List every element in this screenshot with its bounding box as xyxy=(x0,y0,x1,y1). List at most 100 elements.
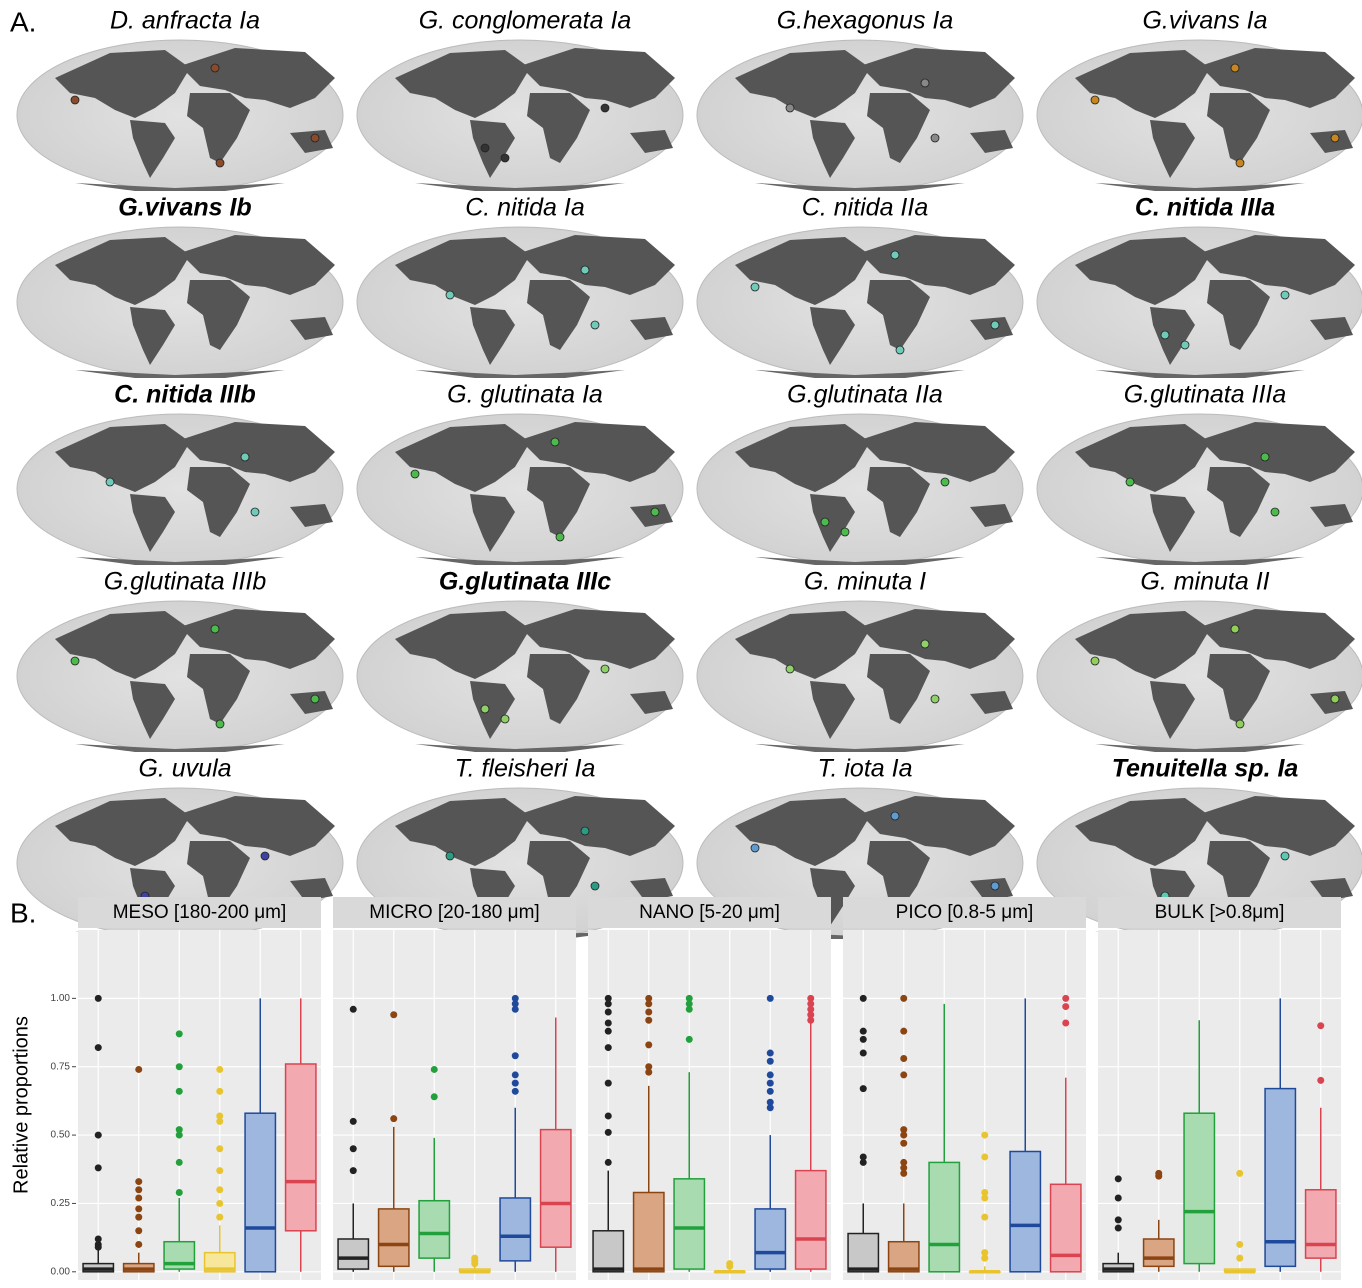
outlier xyxy=(981,1255,988,1262)
world-map xyxy=(1037,227,1362,378)
outlier xyxy=(605,1009,612,1016)
outlier xyxy=(767,1088,774,1095)
outlier xyxy=(605,1129,612,1136)
outlier xyxy=(1236,1170,1243,1177)
map-marker xyxy=(1331,134,1339,142)
outlier xyxy=(767,1104,774,1111)
figure: A. B. D. anfracta IaG. conglomerata IaG.… xyxy=(0,0,1362,1283)
box xyxy=(245,1113,275,1272)
outlier xyxy=(350,1118,357,1125)
map-marker xyxy=(751,844,759,852)
box xyxy=(1144,1239,1174,1266)
outlier xyxy=(1115,1225,1122,1232)
outlier xyxy=(216,1200,223,1207)
map-marker xyxy=(71,657,79,665)
outlier xyxy=(135,1214,142,1221)
map-marker xyxy=(501,715,509,723)
outlier xyxy=(686,1006,693,1013)
outlier xyxy=(216,1214,223,1221)
box xyxy=(1306,1190,1336,1258)
outlier xyxy=(1115,1216,1122,1223)
outlier xyxy=(981,1153,988,1160)
map-marker xyxy=(481,144,489,152)
outlier xyxy=(350,1006,357,1013)
map-title: C. nitida IIIa xyxy=(1135,194,1275,222)
map-marker xyxy=(481,705,489,713)
map-marker xyxy=(1091,657,1099,665)
outlier xyxy=(981,1194,988,1201)
box xyxy=(419,1201,449,1258)
panel-label: B. xyxy=(10,897,36,928)
outlier xyxy=(645,1041,652,1048)
y-tick-label: 0.25 xyxy=(51,1198,71,1209)
map-marker xyxy=(1331,695,1339,703)
map-title: G.glutinata IIIc xyxy=(439,568,611,596)
map-marker xyxy=(1091,96,1099,104)
world-map xyxy=(357,414,683,565)
outlier xyxy=(135,1066,142,1073)
outlier xyxy=(860,1085,867,1092)
map-title: G.hexagonus Ia xyxy=(777,7,954,35)
map-marker xyxy=(931,134,939,142)
outlier xyxy=(1155,1173,1162,1180)
map-marker xyxy=(601,665,609,673)
outlier xyxy=(512,1088,519,1095)
outlier xyxy=(1236,1241,1243,1248)
outlier xyxy=(686,1036,693,1043)
outlier xyxy=(767,1071,774,1078)
outlier xyxy=(807,1017,814,1024)
map-marker xyxy=(501,154,509,162)
world-map xyxy=(357,40,683,191)
outlier xyxy=(216,1167,223,1174)
outlier xyxy=(176,1132,183,1139)
map-marker xyxy=(581,827,589,835)
outlier xyxy=(95,1044,102,1051)
map-marker xyxy=(446,852,454,860)
box xyxy=(1010,1151,1040,1271)
outlier xyxy=(981,1214,988,1221)
map-marker xyxy=(651,508,659,516)
outlier xyxy=(350,1145,357,1152)
world-map xyxy=(697,601,1023,752)
map-title: G. minuta I xyxy=(804,568,926,596)
outlier xyxy=(176,1189,183,1196)
outlier xyxy=(431,1066,438,1073)
map-marker xyxy=(991,321,999,329)
box xyxy=(286,1064,316,1231)
outlier xyxy=(605,1028,612,1035)
box xyxy=(755,1209,785,1269)
plot-panel xyxy=(588,930,831,1280)
map-title: Tenuitella sp. Ia xyxy=(1112,755,1299,783)
map-title: G.vivans Ib xyxy=(118,194,251,222)
y-tick-label: 0.00 xyxy=(51,1266,71,1277)
outlier xyxy=(135,1186,142,1193)
outlier xyxy=(135,1194,142,1201)
map-marker xyxy=(896,346,904,354)
map-marker xyxy=(1236,720,1244,728)
outlier xyxy=(1062,995,1069,1002)
outlier xyxy=(95,1164,102,1171)
box xyxy=(634,1193,664,1272)
map-marker xyxy=(551,438,559,446)
box xyxy=(674,1179,704,1269)
outlier xyxy=(605,1112,612,1119)
map-marker xyxy=(751,283,759,291)
outlier xyxy=(981,1132,988,1139)
outlier xyxy=(860,1159,867,1166)
map-marker xyxy=(841,528,849,536)
map-title: D. anfracta Ia xyxy=(110,7,260,35)
map-marker xyxy=(311,695,319,703)
map-title: C. nitida IIa xyxy=(802,194,929,222)
map-title: G.vivans Ia xyxy=(1142,7,1267,35)
outlier xyxy=(471,1260,478,1267)
outlier xyxy=(512,1071,519,1078)
outlier xyxy=(135,1178,142,1185)
map-marker xyxy=(921,79,929,87)
outlier xyxy=(860,1050,867,1057)
outlier xyxy=(512,1080,519,1087)
map-marker xyxy=(1236,159,1244,167)
outlier xyxy=(176,1159,183,1166)
y-tick-label: 0.75 xyxy=(51,1061,71,1072)
world-map xyxy=(697,227,1023,378)
outlier xyxy=(605,1000,612,1007)
